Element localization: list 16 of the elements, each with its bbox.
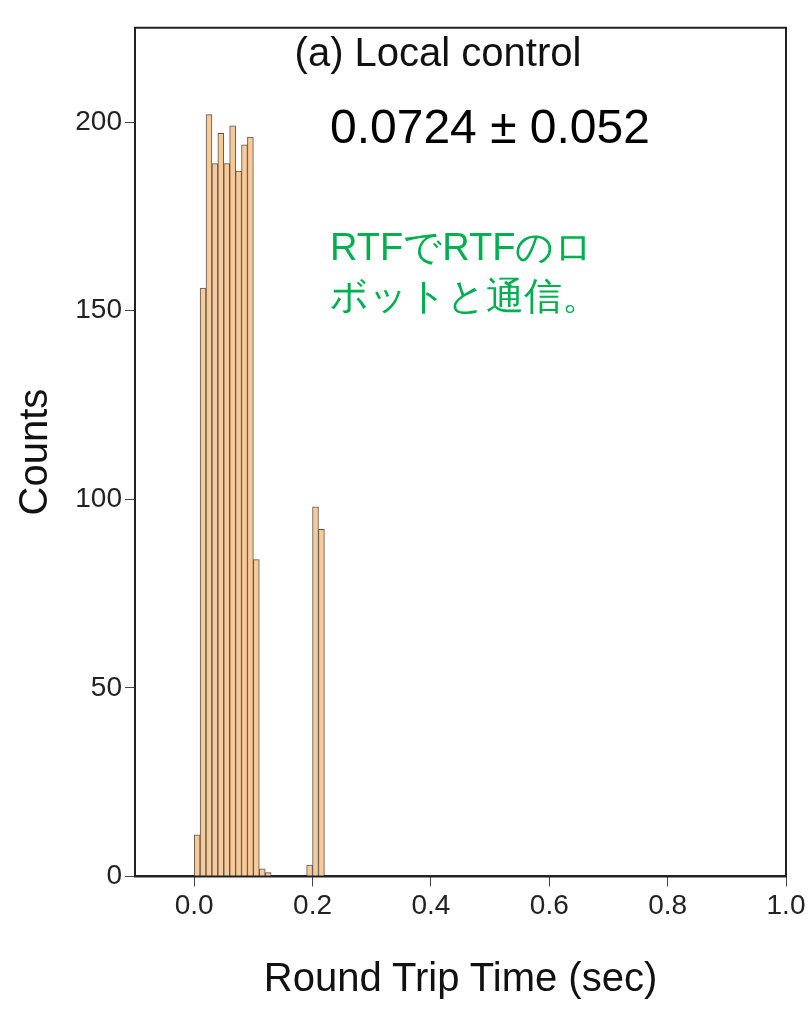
x-axis-title: Round Trip Time (sec) [263,955,658,1000]
x-tick-label: 0.0 [174,888,214,920]
y-tick-label: 200 [75,104,122,136]
y-tick-label: 0 [106,859,122,891]
y-tick-label: 100 [75,481,122,513]
x-tick-label: 1.0 [766,888,806,920]
x-tick-label: 0.8 [648,888,688,920]
x-tick-label: 0.2 [293,888,333,920]
x-tick-label: 0.4 [411,888,451,920]
y-axis-title: Counts [11,388,56,516]
y-tick-label: 150 [75,293,122,325]
annotation: 0.0724 ± 0.052 [330,99,651,155]
y-tick-label: 50 [90,670,122,702]
x-tick-label: 0.6 [529,888,569,920]
annotation: RTFでRTFのロボットと通信。 [330,225,601,320]
chart-title: (a) Local control [293,30,583,75]
